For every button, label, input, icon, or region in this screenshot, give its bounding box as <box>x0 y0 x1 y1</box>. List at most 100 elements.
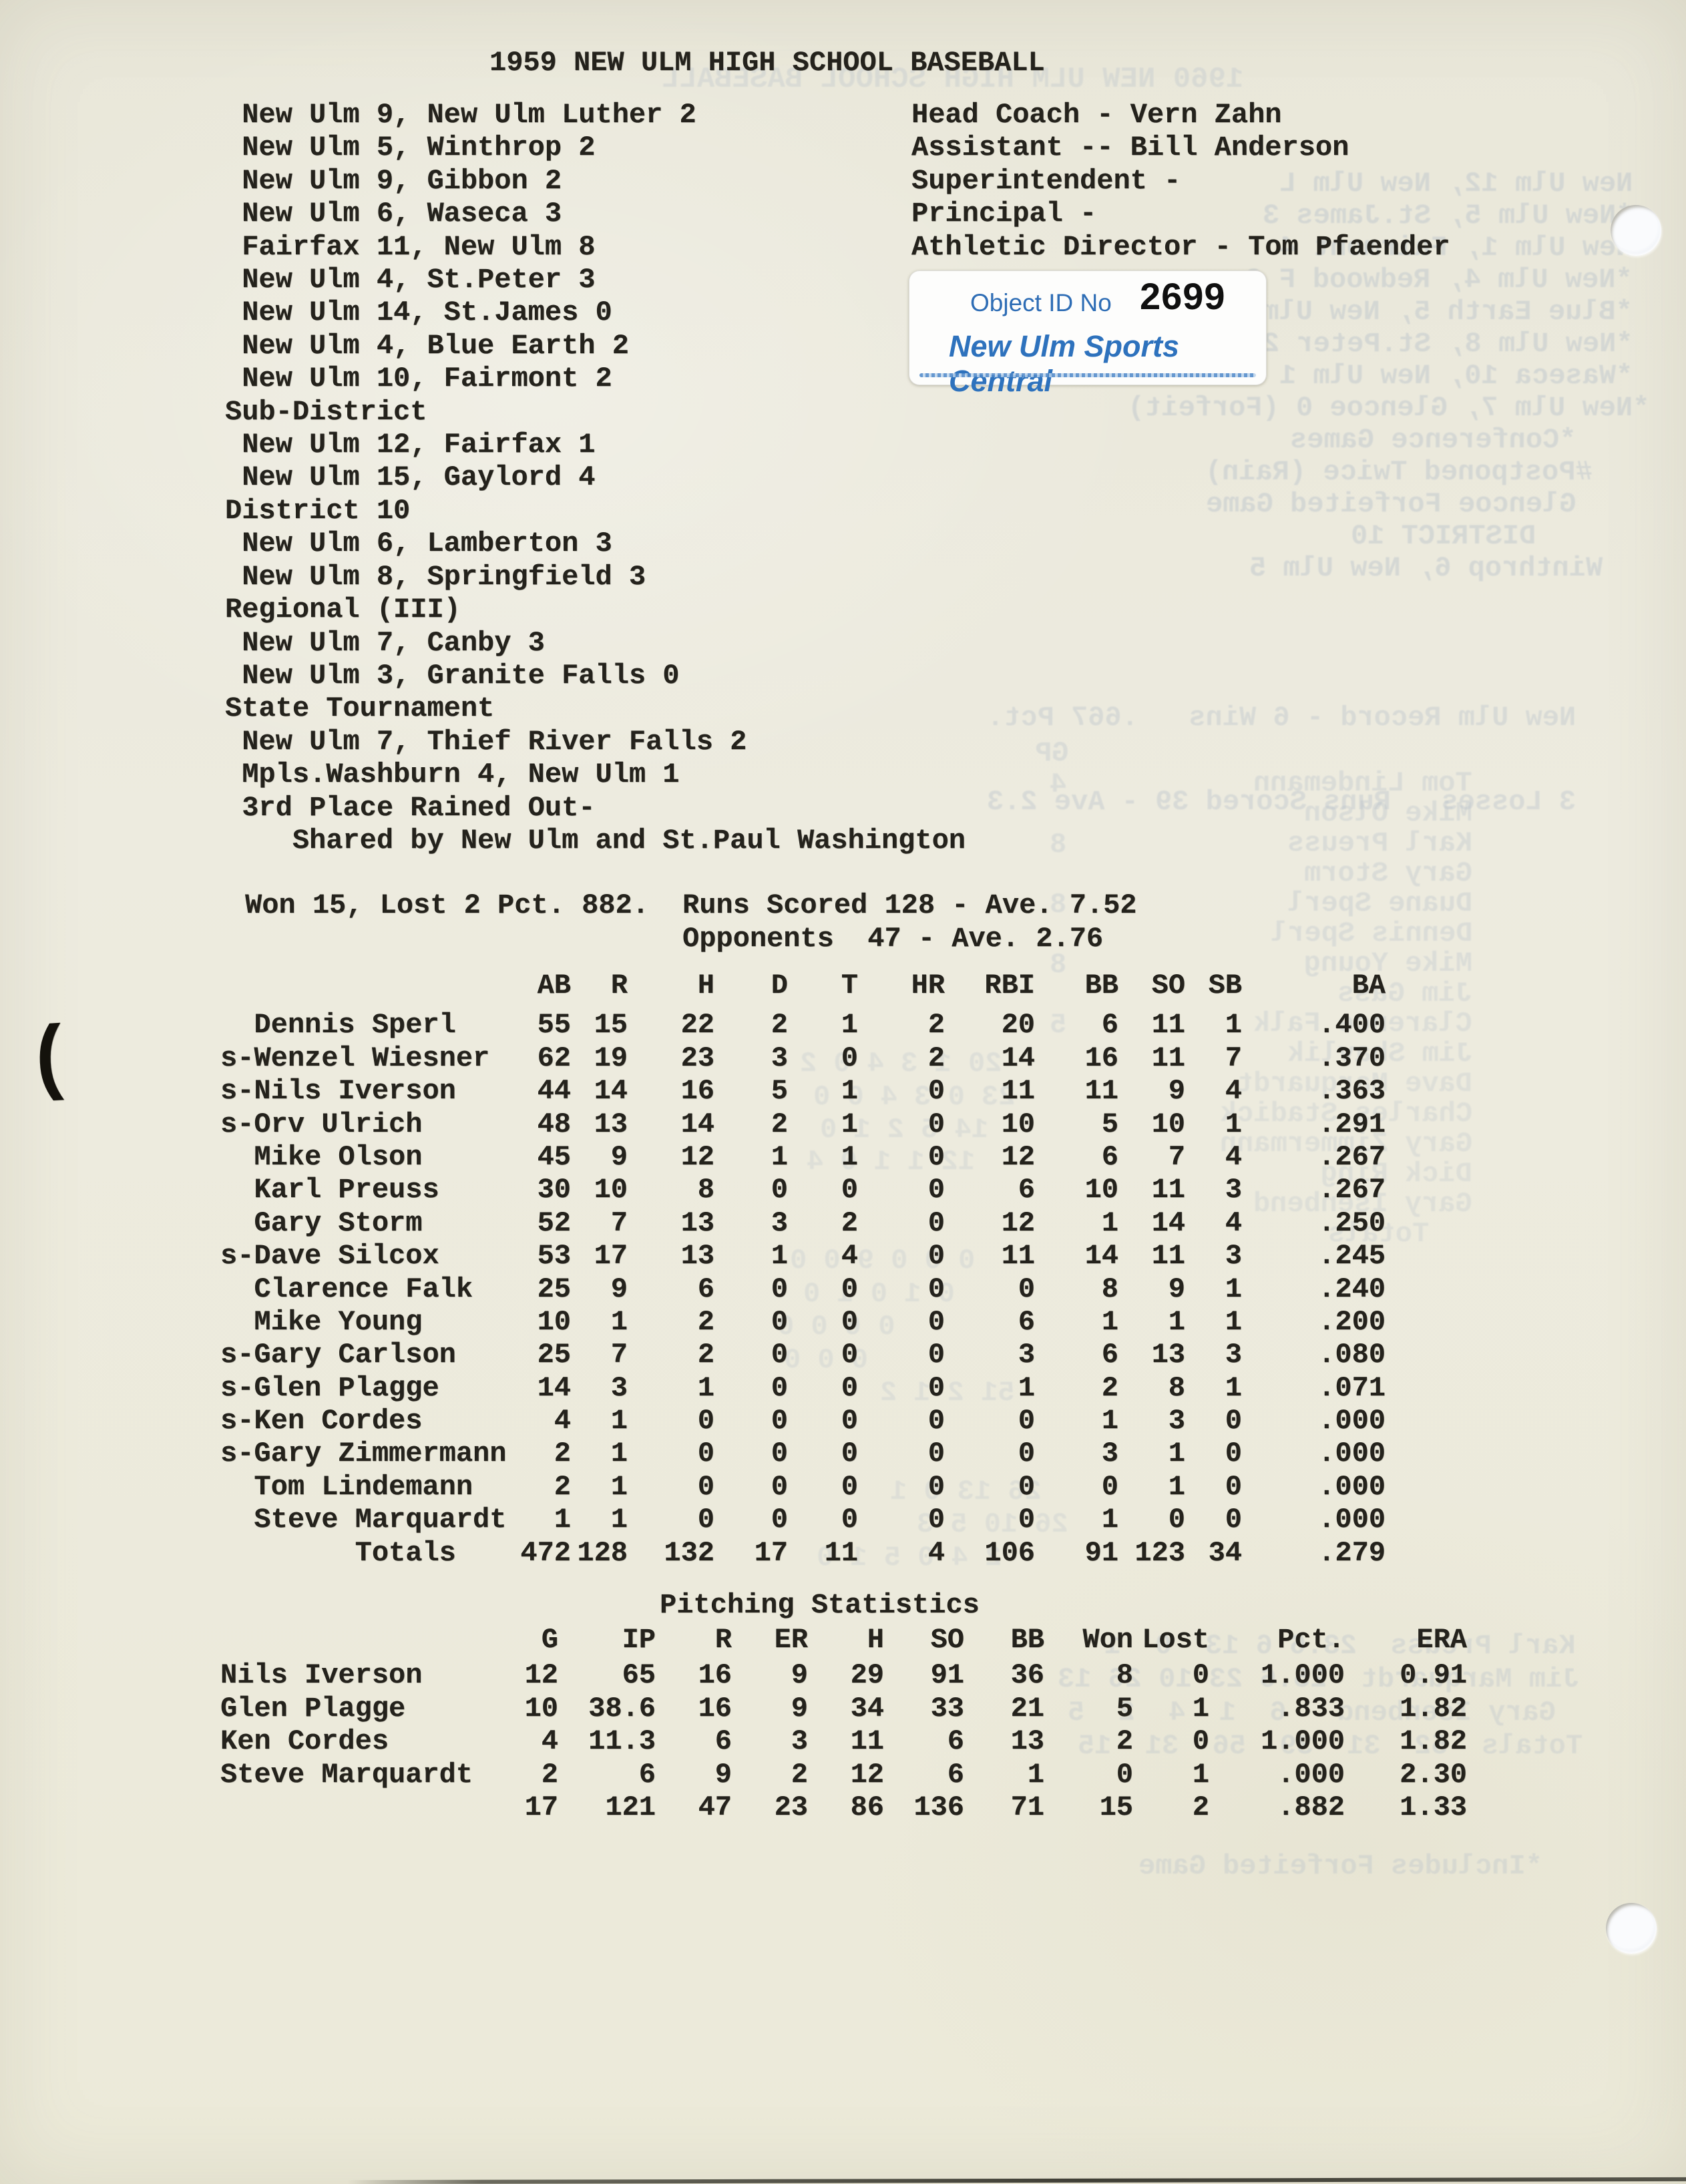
stat-value: 9 <box>1168 1075 1185 1108</box>
text-line: New Ulm 9, New Ulm Luther 2 <box>225 99 696 131</box>
stat-value: 71 <box>1010 1791 1044 1823</box>
stat-value: 0 <box>1116 1758 1133 1791</box>
stat-value: 13 <box>1151 1339 1185 1371</box>
stat-value: 10 <box>524 1692 558 1725</box>
stat-value: 86 <box>850 1791 884 1823</box>
stat-value: 14 <box>1151 1207 1185 1239</box>
header-spacer <box>220 969 514 1002</box>
text-line: New Ulm 8, Springfield 3 <box>225 560 646 593</box>
stat-value: 25 <box>537 1339 571 1371</box>
stat-value: 6 <box>1018 1174 1035 1207</box>
stat-value: 9 <box>791 1692 808 1725</box>
bleed-through-text: *Includes Forfeited Game <box>1138 1850 1542 1882</box>
text-line: Head Coach - Vern Zahn <box>911 99 1282 131</box>
stat-value: 0 <box>771 1305 788 1338</box>
stat-value: 1 <box>1101 1504 1118 1536</box>
column-header: G <box>541 1624 558 1656</box>
stat-value: 3 <box>1168 1405 1185 1438</box>
stat-value: 29 <box>850 1659 884 1692</box>
table-row: Glen Plagge 10 38.6 16 9 34 33 21 5 1 .833 1.82 <box>220 1693 1467 1725</box>
table-row: Ken Cordes 4 11.3 6 3 11 6 13 2 0 1.000 1.82 <box>220 1725 1467 1758</box>
stat-value: 10 <box>594 1174 628 1207</box>
text-line: New Ulm 4, St.Peter 3 <box>225 264 596 296</box>
stat-value: 14 <box>537 1371 571 1404</box>
game-results-list: New Ulm 9, New Ulm Luther 2 New Ulm 5, W… <box>225 99 966 857</box>
stat-value: 10 <box>537 1305 571 1338</box>
stat-value: 0 <box>927 1405 945 1438</box>
player-name: Ken Cordes <box>220 1725 389 1758</box>
badge-label: Object ID No <box>970 289 1112 316</box>
stat-value: 0 <box>1168 1504 1185 1536</box>
stat-value: 36 <box>1010 1659 1044 1692</box>
stat-value: 0 <box>1018 1273 1035 1305</box>
table-row: 17 121 47 23 86 136 71 15 2 .882 1.33 <box>220 1791 1467 1824</box>
stat-value: 62 <box>537 1042 571 1074</box>
stat-value: .279 <box>1318 1536 1386 1569</box>
badge-number: 2699 <box>1140 275 1226 317</box>
stat-value: 2 <box>841 1207 858 1239</box>
stat-value: 2 <box>771 1108 788 1140</box>
scan-edge-shadow <box>347 2177 1686 2184</box>
stat-value: 23 <box>680 1042 714 1074</box>
bleed-through-text: Tom Lindemann <box>1253 767 1472 799</box>
stat-value: 9 <box>610 1140 628 1173</box>
stat-value: 0 <box>841 1405 858 1438</box>
player-name: Mike Young <box>220 1305 423 1338</box>
stat-value: 5 <box>1101 1108 1118 1140</box>
stat-value: 0 <box>927 1470 945 1503</box>
stat-value: 21 <box>1010 1692 1044 1725</box>
stat-value: 0 <box>1101 1470 1118 1503</box>
stat-value: 1 <box>771 1140 788 1173</box>
stat-value: .000 <box>1318 1504 1386 1536</box>
table-row: Clarence Falk 25 9 6 0 0 0 0 8 9 1 .240 <box>220 1273 1386 1306</box>
stat-value: 6 <box>714 1725 732 1758</box>
stat-value: 3 <box>1225 1240 1242 1273</box>
stat-value: 0 <box>697 1504 714 1536</box>
stat-value: 1 <box>1101 1207 1118 1239</box>
stat-value: 1.000 <box>1260 1659 1345 1692</box>
stat-value: 6 <box>1101 1009 1118 1042</box>
stat-value: 13 <box>680 1240 714 1273</box>
stat-value: 6 <box>1101 1140 1118 1173</box>
stat-value: 13 <box>594 1108 628 1140</box>
bleed-through-text: 8 <box>1049 829 1066 861</box>
column-header: BB <box>1010 1624 1044 1656</box>
player-name: s-Dave Silcox <box>220 1240 439 1273</box>
stat-value: 34 <box>1208 1536 1242 1569</box>
stat-value: 0 <box>927 1075 945 1108</box>
text-line: New Ulm 15, Gaylord 4 <box>225 461 596 494</box>
pen-mark: ( <box>24 1014 77 1110</box>
stat-value: 1 <box>841 1140 858 1173</box>
text-line: District 10 <box>225 494 411 527</box>
bleed-through-text: Dennis Sperl <box>1270 917 1472 949</box>
stat-value: 2 <box>927 1042 945 1074</box>
table-row: Steve Marquardt 1 1 0 0 0 0 0 1 0 0 .000 <box>220 1504 1386 1536</box>
stat-value: 0 <box>1192 1725 1209 1758</box>
column-header: Pct. <box>1277 1624 1345 1656</box>
column-header: SB <box>1208 969 1242 1002</box>
stat-value: 12 <box>524 1659 558 1692</box>
stat-value: .363 <box>1318 1075 1386 1108</box>
stat-value: 12 <box>850 1758 884 1791</box>
text-line: New Ulm 14, St.James 0 <box>225 296 612 329</box>
player-name: s-Ken Cordes <box>220 1405 423 1438</box>
table-row: Mike Young 10 1 2 0 0 0 6 1 1 1 .200 <box>220 1306 1386 1339</box>
text-line: Mpls.Washburn 4, New Ulm 1 <box>225 758 680 791</box>
player-name <box>220 1791 507 1824</box>
stat-value: 10 <box>1151 1108 1185 1140</box>
stat-value: 0 <box>1018 1504 1035 1536</box>
player-name: Gary Storm <box>220 1207 423 1239</box>
text-line: Regional (III) <box>225 594 461 626</box>
stat-value: 123 <box>1134 1536 1185 1569</box>
stat-value: 4 <box>841 1240 858 1273</box>
stat-value: 34 <box>850 1692 884 1725</box>
stat-value: 11 <box>1151 1009 1185 1042</box>
bleed-through-text: Gary Storm <box>1303 857 1472 889</box>
player-name: Dennis Sperl <box>220 1009 456 1042</box>
table-header-row: G IP R ER H SO BB Won Lost Pct. ERA <box>220 1624 1467 1657</box>
stat-value: 11 <box>824 1536 858 1569</box>
stat-value: 3 <box>771 1042 788 1074</box>
stat-value: 1 <box>610 1504 628 1536</box>
stat-value: 0 <box>841 1470 858 1503</box>
stat-value: 15 <box>1099 1791 1133 1823</box>
